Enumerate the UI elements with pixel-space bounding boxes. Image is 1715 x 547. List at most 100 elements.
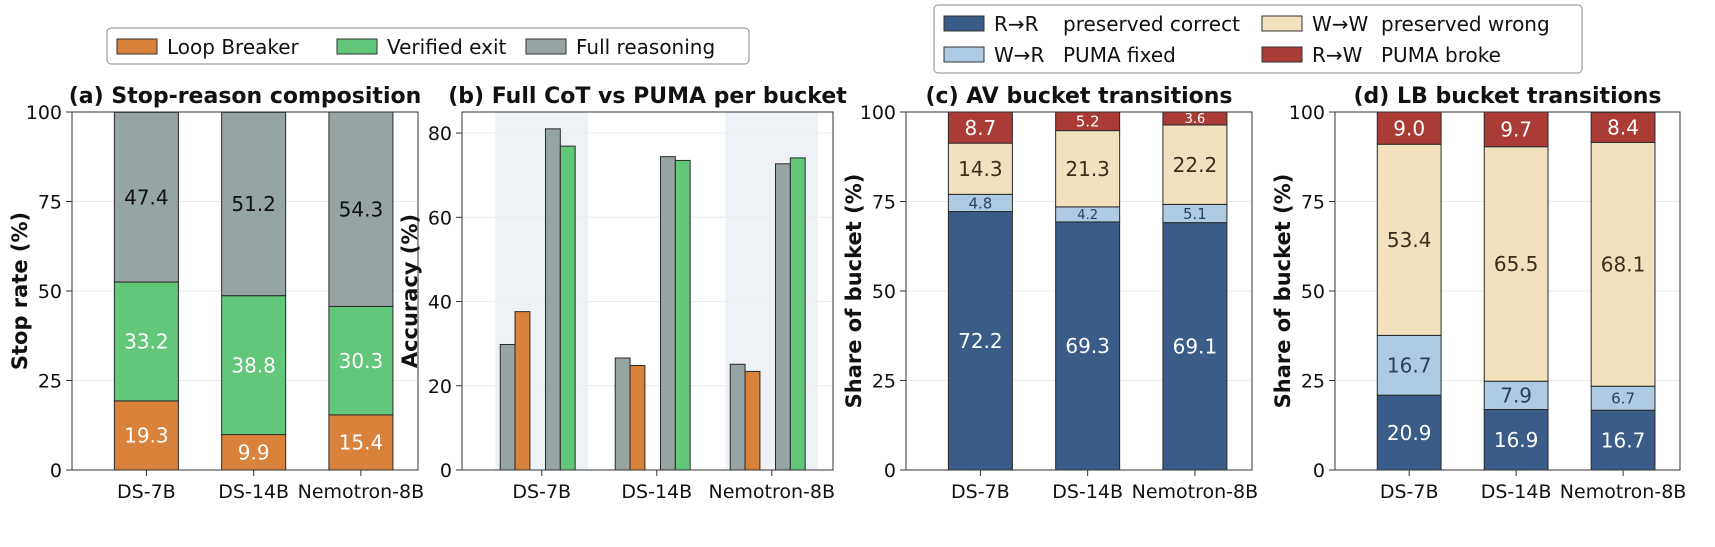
bar-r-r-preserved-correct-ds-7b [947, 211, 1013, 471]
bar-verified-exit-ds-7b [113, 281, 179, 402]
data-label-w-w-preserved-wrong-nemotron-8b: 22.2 [1173, 153, 1218, 177]
legend-code-puma-fixed: W→R [994, 43, 1045, 67]
y-tick-label: 0 [884, 460, 896, 482]
x-tick-label-ds-7b: DS-7B [951, 481, 1010, 503]
plot-frame [905, 111, 1253, 471]
y-tick-label: 20 [428, 376, 452, 398]
y-tick-label: 75 [1301, 192, 1325, 214]
bar-w-r-puma-fixed-ds-14b [1483, 380, 1549, 410]
data-label-w-w-preserved-wrong-ds-7b: 53.4 [1387, 228, 1432, 252]
panel-title: (c) AV bucket transitions [925, 84, 1232, 109]
data-label-verified-exit-nemotron-8b: 30.3 [339, 349, 384, 373]
y-tick-label: 80 [428, 123, 452, 145]
data-label-w-w-preserved-wrong-ds-14b: 21.3 [1065, 157, 1110, 181]
plot-frame [71, 111, 419, 471]
data-label-r-r-preserved-correct-ds-14b: 69.3 [1065, 334, 1110, 358]
bar-loop-breaker-nemotron-8b-1 [744, 370, 761, 471]
legend-swatch-puma-fixed [943, 46, 985, 63]
bar-w-w-preserved-wrong-ds-7b [947, 142, 1013, 195]
bar-verified-exit-nemotron-8b [328, 305, 394, 416]
bar-r-w-puma-broke-ds-14b [1483, 111, 1549, 148]
bar-r-w-puma-broke-ds-7b [947, 111, 1013, 144]
data-label-w-r-puma-fixed-nemotron-8b: 5.1 [1183, 205, 1207, 223]
panel-d-lb-bucket-transitions: 0 25 50 75 100 (d) LB bucket transitions Share… [1271, 84, 1686, 503]
data-label-r-w-puma-broke-nemotron-8b: 8.4 [1607, 116, 1639, 140]
legend-label-puma-broke: PUMA broke [1381, 43, 1501, 67]
y-tick-label: 100 [860, 102, 896, 124]
x-tick-label-ds-14b: DS-14B [218, 481, 289, 503]
transition-legend: R→R preserved correct W→W preserved wrong W→… [933, 4, 1583, 74]
panel-title: (b) Full CoT vs PUMA per bucket [448, 84, 847, 109]
panel-b-full-cot-vs-puma: 0 20 40 60 80 (b) Full CoT vs PUMA per bucket… [398, 84, 847, 503]
y-tick-label: 60 [428, 207, 452, 229]
x-tick-label-nemotron-8b: Nemotron-8B [298, 481, 425, 503]
y-tick-label: 50 [872, 281, 896, 303]
y-tick-label: 25 [38, 371, 62, 393]
data-label-w-w-preserved-wrong-ds-7b: 14.3 [958, 157, 1003, 181]
legend-swatch-puma-broke [1261, 46, 1303, 63]
data-label-w-r-puma-fixed-ds-7b: 4.8 [968, 194, 992, 212]
x-tick-label-ds-14b: DS-14B [1481, 481, 1552, 503]
y-axis-label: Share of bucket (%) [1271, 174, 1295, 409]
panel-title: (a) Stop-reason composition [69, 84, 422, 109]
legend-label-puma-fixed: PUMA fixed [1063, 43, 1176, 67]
bar-full-reasoning-nemotron-8b-0 [729, 363, 746, 471]
data-label-r-r-preserved-correct-nemotron-8b: 69.1 [1173, 335, 1218, 359]
data-label-r-w-puma-broke-ds-7b: 9.0 [1393, 116, 1425, 140]
x-tick-label-ds-7b: DS-7B [1380, 481, 1439, 503]
x-tick-label-nemotron-8b: Nemotron-8B [709, 481, 836, 503]
legend-swatch-preserved-wrong [1261, 15, 1303, 32]
legend-label-loop-breaker: Loop Breaker [167, 35, 300, 59]
legend-code-preserved-wrong: W→W [1312, 12, 1369, 36]
legend-label-full-reasoning: Full reasoning [576, 35, 715, 59]
stop-reason-legend: Loop Breaker Verified exit Full reasoning [106, 27, 750, 65]
data-label-w-r-puma-fixed-ds-7b: 16.7 [1387, 353, 1432, 377]
y-tick-label: 100 [1289, 102, 1325, 124]
x-tick-label-nemotron-8b: Nemotron-8B [1132, 481, 1259, 503]
y-tick-label: 75 [38, 192, 62, 214]
legend-frame [106, 27, 750, 65]
bar-verified-exit-nemotron-8b-3 [789, 157, 806, 471]
data-label-w-w-preserved-wrong-nemotron-8b: 68.1 [1601, 253, 1646, 277]
bar-verified-exit-ds-7b-3 [559, 145, 576, 471]
y-axis-label: Accuracy (%) [398, 214, 422, 368]
x-tick-label-ds-14b: DS-14B [621, 481, 692, 503]
bar-full-reasoning-ds-14b [221, 111, 287, 297]
x-tick-label-ds-7b: DS-7B [117, 481, 176, 503]
bar-r-r-preserved-correct-nemotron-8b [1590, 409, 1656, 471]
data-label-r-w-puma-broke-ds-14b: 9.7 [1500, 118, 1532, 142]
data-label-r-r-preserved-correct-ds-7b: 20.9 [1387, 421, 1432, 445]
bar-loop-breaker-ds-14b-1 [629, 365, 646, 471]
y-tick-label: 0 [50, 460, 62, 482]
bar-full-reasoning-nemotron-8b [328, 111, 394, 307]
y-tick-label: 75 [872, 192, 896, 214]
data-label-r-w-puma-broke-nemotron-8b: 3.6 [1185, 112, 1206, 127]
legend-swatch-full-reasoning [525, 38, 567, 55]
data-label-r-w-puma-broke-ds-14b: 5.2 [1076, 113, 1100, 131]
legend-code-puma-broke: R→W [1312, 43, 1363, 67]
legend-code-preserved-correct: R→R [994, 12, 1039, 36]
y-axis-label: Share of bucket (%) [842, 174, 866, 409]
bar-full-reasoning-ds-14b-0 [614, 357, 631, 471]
bar-w-w-preserved-wrong-ds-7b [1376, 143, 1442, 336]
data-label-r-r-preserved-correct-ds-14b: 16.9 [1494, 428, 1539, 452]
legend-swatch-loop-breaker [116, 38, 158, 55]
data-label-w-r-puma-fixed-ds-14b: 7.9 [1500, 384, 1532, 408]
data-label-r-r-preserved-correct-ds-7b: 72.2 [958, 329, 1003, 353]
data-label-loop-breaker-ds-7b: 19.3 [124, 424, 169, 448]
bar-full-reasoning-ds-14b-2 [659, 156, 676, 471]
x-tick-label-ds-7b: DS-7B [512, 481, 571, 503]
data-label-w-r-puma-fixed-nemotron-8b: 6.7 [1611, 390, 1635, 408]
panel-a-stop-reason-composition: 0 25 50 75 100 (a) Stop-reason composition Sto… [8, 84, 424, 503]
panel-c-av-bucket-transitions: 0 25 50 75 100 (c) AV bucket transitions Share… [842, 84, 1258, 503]
plot-frame [1334, 111, 1681, 471]
legend-label-verified-exit: Verified exit [387, 35, 507, 59]
data-label-loop-breaker-ds-14b: 9.9 [238, 440, 270, 464]
y-tick-label: 50 [1301, 281, 1325, 303]
data-label-r-r-preserved-correct-nemotron-8b: 16.7 [1601, 428, 1646, 452]
data-label-w-w-preserved-wrong-ds-14b: 65.5 [1494, 252, 1539, 276]
data-label-verified-exit-ds-14b: 38.8 [231, 353, 276, 377]
plot-frame [461, 111, 834, 471]
legend-swatch-preserved-correct [943, 15, 985, 32]
bar-verified-exit-ds-14b [221, 295, 287, 436]
